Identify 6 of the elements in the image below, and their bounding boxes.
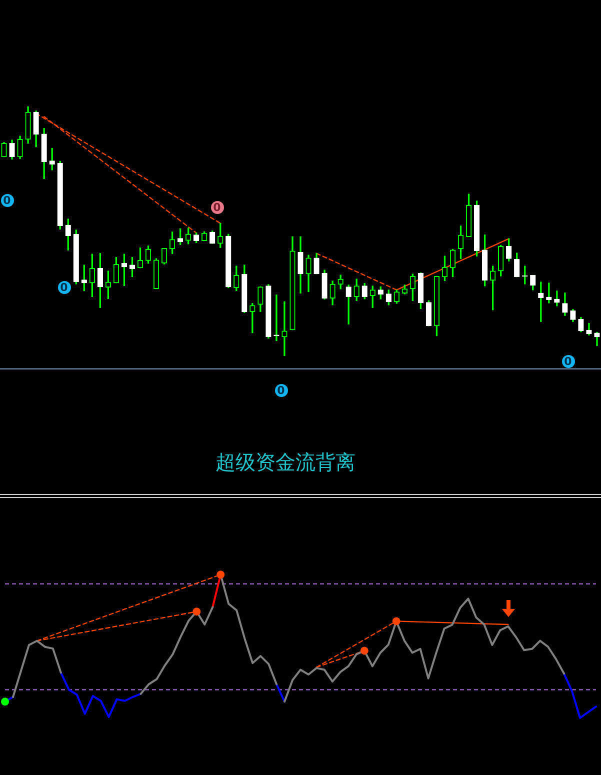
annotation: 0: [562, 354, 574, 368]
annotation: 0: [0, 194, 14, 206]
text: 0: [274, 384, 288, 396]
annotation: 0: [58, 280, 70, 294]
chart-title: 超级资金流背离: [214, 449, 356, 475]
annotation: 0: [210, 200, 224, 214]
